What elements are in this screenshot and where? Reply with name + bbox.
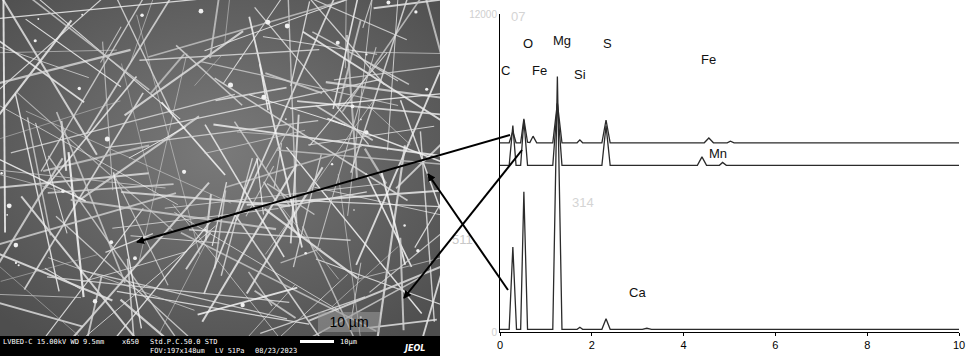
- svg-text:0: 0: [497, 339, 503, 351]
- svg-text:JEOL: JEOL: [403, 344, 425, 353]
- svg-text:Si: Si: [574, 67, 586, 82]
- svg-text:314: 314: [572, 195, 594, 210]
- svg-text:Std.P.C.50.0 STD: Std.P.C.50.0 STD: [150, 338, 217, 346]
- svg-text:Mg: Mg: [553, 33, 571, 48]
- svg-text:Mn: Mn: [709, 146, 727, 161]
- svg-text:Fe: Fe: [532, 63, 547, 78]
- svg-text:12000: 12000: [469, 9, 497, 20]
- svg-text:Fe: Fe: [701, 52, 716, 67]
- svg-text:8: 8: [864, 339, 870, 351]
- svg-text:10: 10: [953, 339, 965, 351]
- svg-text:LVBED-C 15.00kV WD 9.5mm: LVBED-C 15.00kV WD 9.5mm: [3, 338, 104, 346]
- svg-text:Ca: Ca: [629, 285, 646, 300]
- svg-text:S: S: [603, 36, 612, 51]
- svg-text:4: 4: [681, 339, 687, 351]
- svg-text:C: C: [501, 63, 510, 78]
- svg-text:6: 6: [772, 339, 778, 351]
- svg-text:FOV:197x148um: FOV:197x148um: [150, 347, 205, 355]
- svg-text:2: 2: [589, 339, 595, 351]
- svg-text:10 µm: 10 µm: [329, 314, 368, 330]
- svg-text:LV 51Pa: LV 51Pa: [215, 347, 245, 355]
- svg-text:511: 511: [452, 232, 473, 247]
- svg-text:08/23/2023: 08/23/2023: [255, 347, 297, 355]
- svg-text:0: 0: [491, 327, 497, 338]
- svg-text:10µm: 10µm: [340, 338, 357, 346]
- svg-text:O: O: [523, 36, 533, 51]
- svg-text:x650: x650: [122, 338, 139, 346]
- svg-text:07: 07: [511, 9, 525, 24]
